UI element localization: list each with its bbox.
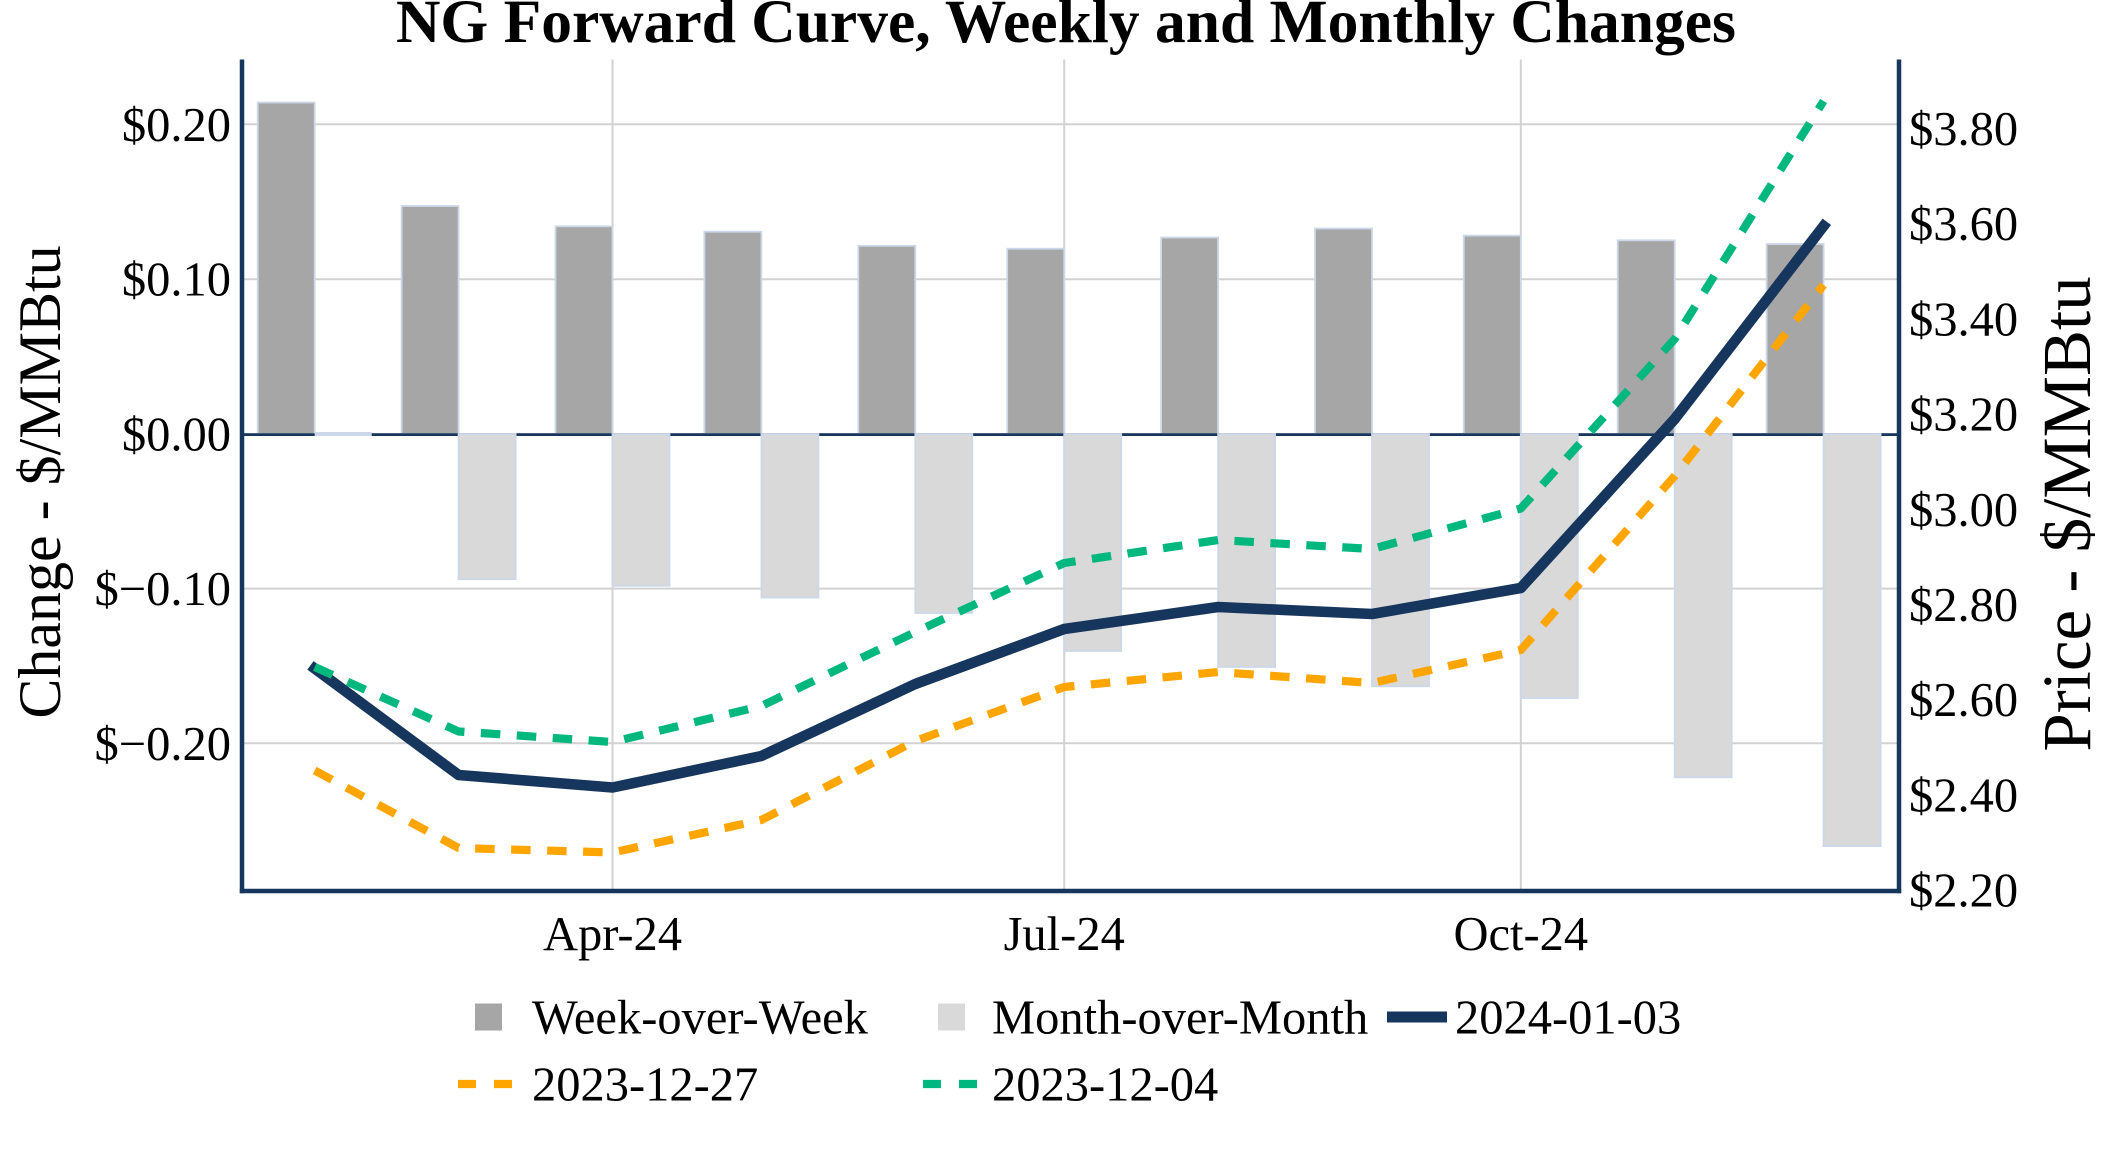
svg-text:$0.10: $0.10 (122, 254, 231, 307)
svg-text:$3.00: $3.00 (1909, 484, 2018, 537)
svg-text:$0.00: $0.00 (122, 409, 231, 462)
svg-text:$−0.10: $−0.10 (95, 563, 231, 616)
svg-text:Jul-24: Jul-24 (1004, 908, 1125, 961)
svg-text:Change - $/MMBtu: Change - $/MMBtu (7, 245, 73, 718)
svg-text:$3.40: $3.40 (1909, 293, 2018, 346)
svg-text:$3.20: $3.20 (1909, 389, 2018, 442)
svg-text:2023-12-04: 2023-12-04 (992, 1059, 1218, 1112)
svg-text:$2.80: $2.80 (1909, 579, 2018, 632)
svg-text:$2.40: $2.40 (1909, 769, 2018, 822)
svg-text:Price - $/MMBtu: Price - $/MMBtu (2029, 276, 2105, 751)
svg-text:$3.80: $3.80 (1909, 103, 2018, 156)
svg-text:$−0.20: $−0.20 (95, 718, 231, 771)
svg-text:Month-over-Month: Month-over-Month (992, 992, 1368, 1045)
svg-text:Week-over-Week: Week-over-Week (532, 992, 869, 1045)
svg-text:$2.60: $2.60 (1909, 674, 2018, 727)
svg-text:$3.60: $3.60 (1909, 198, 2018, 251)
svg-text:$0.20: $0.20 (122, 99, 231, 152)
svg-text:$2.20: $2.20 (1909, 865, 2018, 918)
svg-text:2024-01-03: 2024-01-03 (1455, 992, 1681, 1045)
svg-text:NG Forward Curve, Weekly and M: NG Forward Curve, Weekly and Monthly Cha… (396, 0, 1736, 56)
svg-text:Apr-24: Apr-24 (543, 908, 682, 961)
svg-text:2023-12-27: 2023-12-27 (532, 1059, 758, 1112)
svg-text:Oct-24: Oct-24 (1453, 908, 1588, 961)
